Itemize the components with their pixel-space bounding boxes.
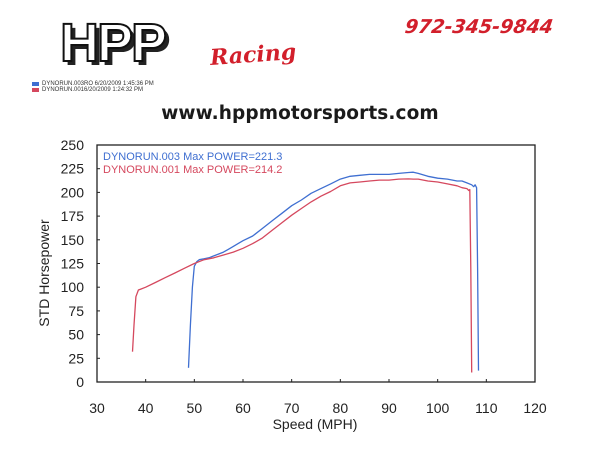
max-power-label-run-003: DYNORUN.003 Max POWER=221.3 <box>103 151 282 163</box>
x-axis-title: Speed (MPH) <box>273 416 358 432</box>
legend-label: DYNORUN.003RO 6/20/2009 1:45:36 PM <box>42 81 154 87</box>
x-tick-label: 90 <box>381 400 397 416</box>
y-tick-label: 100 <box>61 279 85 295</box>
x-tick-label: 30 <box>89 400 105 416</box>
legend-entry: DYNORUN.003RO 6/20/2009 1:45:36 PM <box>32 81 154 87</box>
y-tick-label: 75 <box>68 303 84 319</box>
run-legend: DYNORUN.003RO 6/20/2009 1:45:36 PM DYNOR… <box>32 81 154 93</box>
y-tick-label: 250 <box>61 137 85 153</box>
x-tick-label: 120 <box>523 400 547 416</box>
legend-swatch-blue <box>32 82 39 86</box>
y-tick-label: 25 <box>68 350 84 366</box>
y-tick-label: 150 <box>61 232 85 248</box>
x-tick-label: 80 <box>333 400 349 416</box>
legend-label: DYNORUN.0016/20/2009 1:24:32 PM <box>42 87 144 93</box>
x-tick-label: 60 <box>235 400 251 416</box>
legend-swatch-red <box>32 88 39 92</box>
plot-frame <box>96 144 536 383</box>
website-url: www.hppmotorsports.com <box>161 103 439 124</box>
y-tick-label: 200 <box>61 184 85 200</box>
series-line-dynorun-003 <box>187 171 480 371</box>
x-tick-label: 70 <box>284 400 300 416</box>
y-axis-title: STD Horsepower <box>36 219 52 327</box>
logo-hpp-text: HPP <box>59 13 168 73</box>
y-tick-label: 0 <box>76 374 84 390</box>
x-tick-label: 110 <box>475 400 498 416</box>
y-tick-label: 125 <box>61 256 85 272</box>
legend-entry: DYNORUN.0016/20/2009 1:24:32 PM <box>32 87 154 93</box>
y-tick-label: 175 <box>61 208 85 224</box>
hpp-racing-logo: HPP Racing <box>59 13 320 74</box>
x-tick-label: 50 <box>187 400 203 416</box>
x-tick-label: 100 <box>426 400 450 416</box>
max-power-label-run-001: DYNORUN.001 Max POWER=214.2 <box>103 164 282 176</box>
y-tick-label: 50 <box>68 327 84 343</box>
x-tick-label: 40 <box>138 400 154 416</box>
series-line-dynorun-001 <box>131 178 473 373</box>
y-tick-label: 225 <box>61 161 85 177</box>
